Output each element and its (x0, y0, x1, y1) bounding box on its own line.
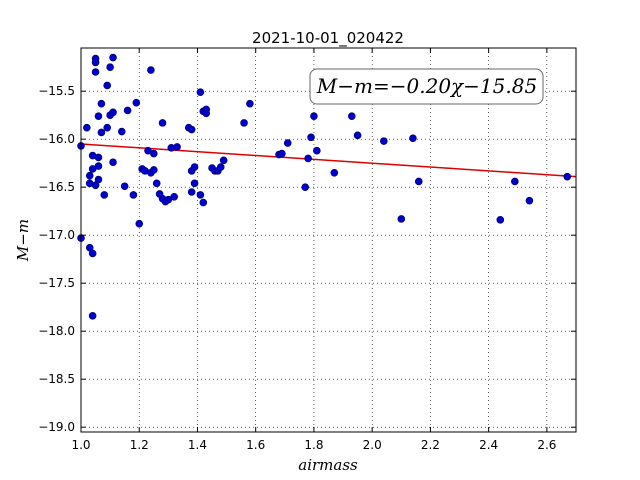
x-tick-label: 1.4 (188, 438, 207, 452)
data-point (190, 163, 199, 171)
data-point (83, 123, 91, 132)
data-point (301, 183, 310, 191)
data-point (278, 149, 286, 158)
data-points (77, 53, 572, 320)
y-tick-label: −15.5 (38, 84, 75, 98)
y-tick-label: −17.0 (38, 228, 75, 242)
annotation-box (309, 68, 544, 105)
x-tick-label: 1.2 (130, 438, 149, 452)
y-tick-label: −18.0 (38, 324, 75, 338)
data-point (97, 128, 106, 137)
data-point (158, 119, 167, 127)
data-point (216, 163, 225, 171)
data-point (380, 137, 388, 145)
plot-frame (80, 47, 577, 433)
data-point (409, 134, 417, 143)
data-point (132, 98, 141, 107)
x-tick-label: 1.8 (304, 438, 323, 452)
x-tick-label: 2.2 (421, 438, 440, 452)
x-axis-label: airmass (298, 456, 358, 474)
chart-title: 2021-10-01_020422 (252, 29, 404, 48)
y-tick-label: −18.5 (38, 372, 75, 386)
y-axis-label: M−m (14, 219, 32, 262)
data-point (196, 191, 205, 199)
data-point (103, 123, 112, 132)
data-point (496, 216, 505, 224)
data-point (149, 149, 158, 158)
y-axis: −15.5 −16.0 −16.5 −17.0 −17.5 −18.0 −18.5 −19.0 (38, 84, 576, 434)
data-point (109, 158, 117, 167)
data-point (120, 182, 129, 191)
data-point (123, 106, 132, 115)
data-point (135, 219, 144, 228)
data-point (129, 191, 138, 199)
data-point (202, 109, 211, 118)
x-tick-label: 2.0 (363, 438, 382, 452)
data-point (91, 58, 100, 67)
x-tick-label: 1.6 (246, 438, 265, 452)
data-point (91, 68, 100, 76)
data-point (100, 191, 109, 199)
x-tick-label: 1.0 (71, 438, 90, 452)
data-point (109, 53, 117, 62)
data-point (109, 108, 117, 117)
fit-line (80, 143, 577, 178)
data-point (190, 179, 199, 188)
data-point (103, 81, 112, 90)
grid (80, 48, 576, 432)
data-point (313, 146, 321, 155)
data-point (88, 312, 97, 320)
annotation-text: M−m=−0.20χ−15.85 (316, 74, 537, 98)
data-point (94, 175, 103, 184)
data-point (199, 198, 208, 207)
x-tick-label: 2.4 (479, 438, 498, 452)
y-tick-label: −16.0 (38, 132, 75, 146)
data-point (149, 166, 158, 174)
data-point (94, 112, 103, 120)
data-point (152, 179, 161, 188)
data-point (219, 156, 228, 165)
data-point (246, 99, 254, 108)
fit-annotation: M−m=−0.20χ−15.85 (309, 68, 544, 105)
data-point (310, 112, 318, 120)
y-tick-label: −19.0 (38, 420, 75, 434)
data-point (94, 162, 103, 170)
data-point (196, 88, 205, 96)
x-tick-label: 2.6 (537, 438, 556, 452)
data-point (347, 112, 356, 120)
data-point (97, 99, 106, 108)
data-point (307, 133, 315, 142)
y-tick-label: −17.5 (38, 276, 75, 290)
data-point (173, 143, 181, 151)
data-point (88, 249, 97, 258)
data-point (94, 153, 103, 162)
data-point (117, 127, 126, 136)
data-point (414, 177, 423, 186)
data-point (147, 66, 155, 74)
data-point (353, 131, 362, 140)
data-point (240, 119, 248, 127)
data-point (283, 139, 292, 147)
data-point (330, 169, 339, 177)
data-point (397, 215, 406, 223)
x-axis: 1.0 1.2 1.4 1.6 1.8 2.0 2.2 2.4 2.6 (71, 48, 556, 452)
data-point (187, 188, 196, 196)
data-point (85, 171, 94, 180)
fit-line-group (80, 143, 577, 178)
data-point (170, 193, 178, 201)
data-point (511, 177, 519, 186)
data-point (187, 125, 196, 134)
data-point (525, 196, 534, 205)
y-tick-label: −16.5 (38, 180, 75, 194)
data-point (563, 172, 572, 181)
data-point (106, 63, 114, 71)
data-point (304, 154, 312, 163)
